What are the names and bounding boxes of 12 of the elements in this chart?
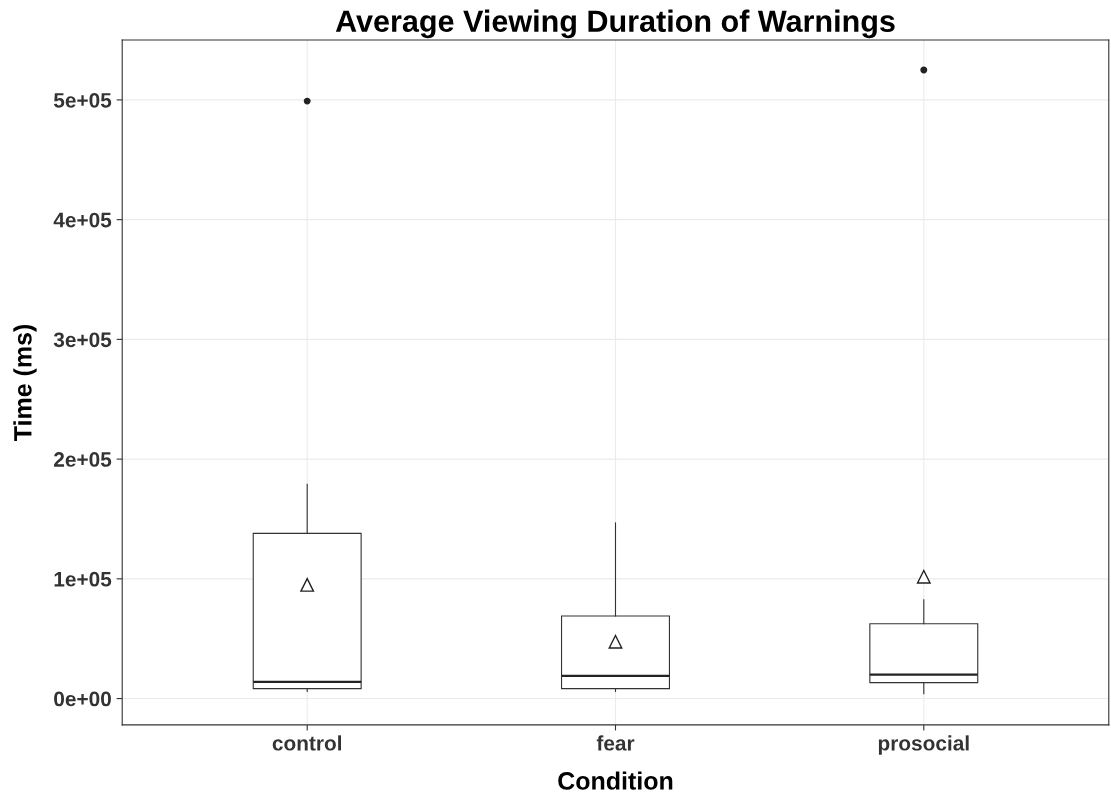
y-axis-title: Time (ms)	[13, 324, 37, 442]
x-axis-title: Condition	[558, 771, 673, 790]
x-tick-label: control	[272, 735, 342, 751]
chart-title: Average Viewing Duration of Warnings	[335, 9, 895, 39]
y-tick-label: 4e+05	[53, 212, 112, 228]
y-tick-label: 3e+05	[53, 332, 112, 348]
y-tick-label: 1e+05	[54, 571, 112, 587]
y-tick-label: 2e+05	[54, 452, 112, 467]
x-tick-label: prosocial	[878, 735, 969, 755]
y-tick-label: 0e+00	[54, 691, 111, 707]
y-tick-label: 5e+05	[53, 92, 112, 108]
x-tick-label: fear	[596, 735, 635, 751]
